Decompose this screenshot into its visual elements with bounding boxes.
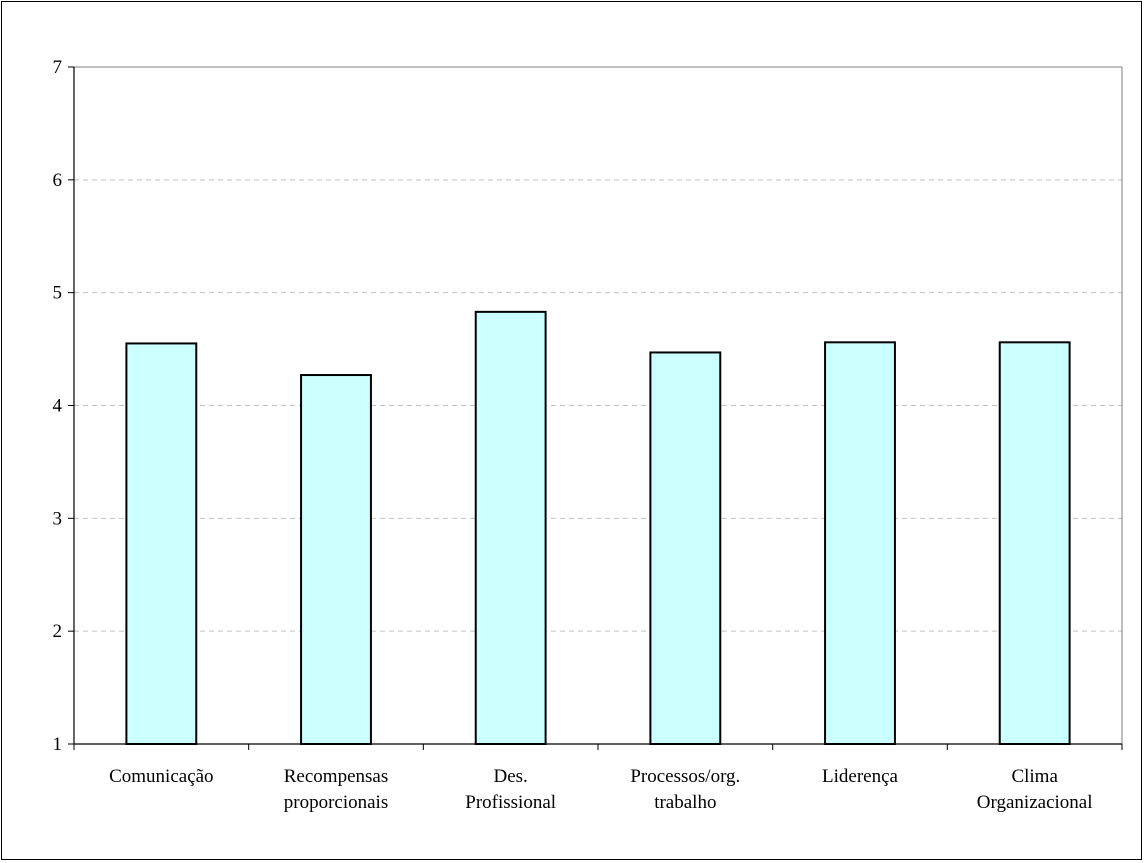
x-category-label-line: Organizacional (977, 792, 1093, 813)
bar (998, 341, 1071, 745)
x-category-labels: Comunicação Recompensas proporcionais Des. P… (109, 766, 1092, 813)
axes (68, 66, 1123, 750)
y-tick-label: 1 (53, 734, 63, 755)
y-tick-label: 3 (53, 508, 63, 529)
y-tick-label: 6 (53, 170, 63, 191)
y-tick-label: 2 (53, 621, 63, 642)
x-category-label-line: Clima (1011, 766, 1058, 787)
bar (125, 342, 198, 745)
x-category-label: Recompensas proporcionais (284, 766, 388, 813)
x-category-label-line: Recompensas (284, 766, 388, 787)
x-category-label: Comunicação (109, 766, 213, 787)
bar (300, 374, 372, 745)
x-category-label-line: Profissional (465, 792, 556, 813)
bar (474, 310, 547, 745)
x-category-label: Des. Profissional (465, 766, 556, 813)
bars (125, 310, 1071, 745)
x-category-label: Clima Organizacional (977, 766, 1093, 813)
y-tick-labels: 1 2 3 4 5 6 7 (53, 57, 63, 755)
x-category-label-line: Processos/org. (630, 766, 740, 787)
x-category-label-line: Des. (494, 766, 528, 787)
x-category-label-line: Liderença (822, 766, 899, 787)
x-category-label-line: trabalho (654, 792, 716, 813)
y-tick-label: 7 (53, 57, 63, 78)
gridlines (74, 179, 1122, 632)
y-tick-label: 5 (53, 283, 63, 304)
y-tick-label: 4 (53, 396, 63, 417)
bar (649, 351, 722, 745)
x-category-label: Processos/org. trabalho (630, 766, 740, 813)
x-category-label-line: proporcionais (284, 792, 388, 813)
x-category-label-line: Comunicação (109, 766, 213, 787)
x-category-label: Liderença (822, 766, 899, 787)
bar (824, 341, 896, 745)
